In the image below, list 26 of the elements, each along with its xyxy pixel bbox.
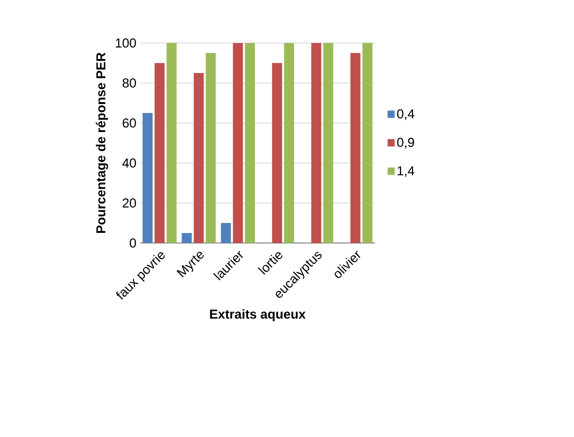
y-tick-label: 80: [122, 78, 136, 88]
legend-label: 1,4: [398, 166, 414, 177]
bar: [232, 42, 243, 243]
bar: [284, 42, 294, 243]
bar: [311, 42, 322, 243]
y-tick-label: 60: [122, 118, 136, 128]
bar: [323, 42, 334, 243]
y-tick-label: 0: [130, 238, 136, 248]
bar: [362, 42, 372, 243]
bar: [154, 62, 165, 243]
bar: [206, 52, 216, 243]
y-tick-label: 20: [122, 198, 136, 208]
bar: [350, 52, 360, 243]
bar: [220, 223, 231, 243]
legend-label: 0,4: [397, 109, 414, 120]
x-axis-title: Extraits aqueux: [210, 309, 306, 322]
y-tick-label: 100: [116, 38, 136, 48]
y-axis-title: Pourcentage de réponse PER: [96, 52, 108, 233]
bar: [142, 112, 153, 243]
bar: [244, 42, 255, 243]
bar: [194, 72, 204, 243]
y-tick-label: 40: [122, 158, 136, 168]
bar: [182, 233, 192, 243]
legend-label: 0,9: [397, 138, 414, 148]
bar: [166, 42, 177, 243]
bar: [272, 62, 282, 243]
